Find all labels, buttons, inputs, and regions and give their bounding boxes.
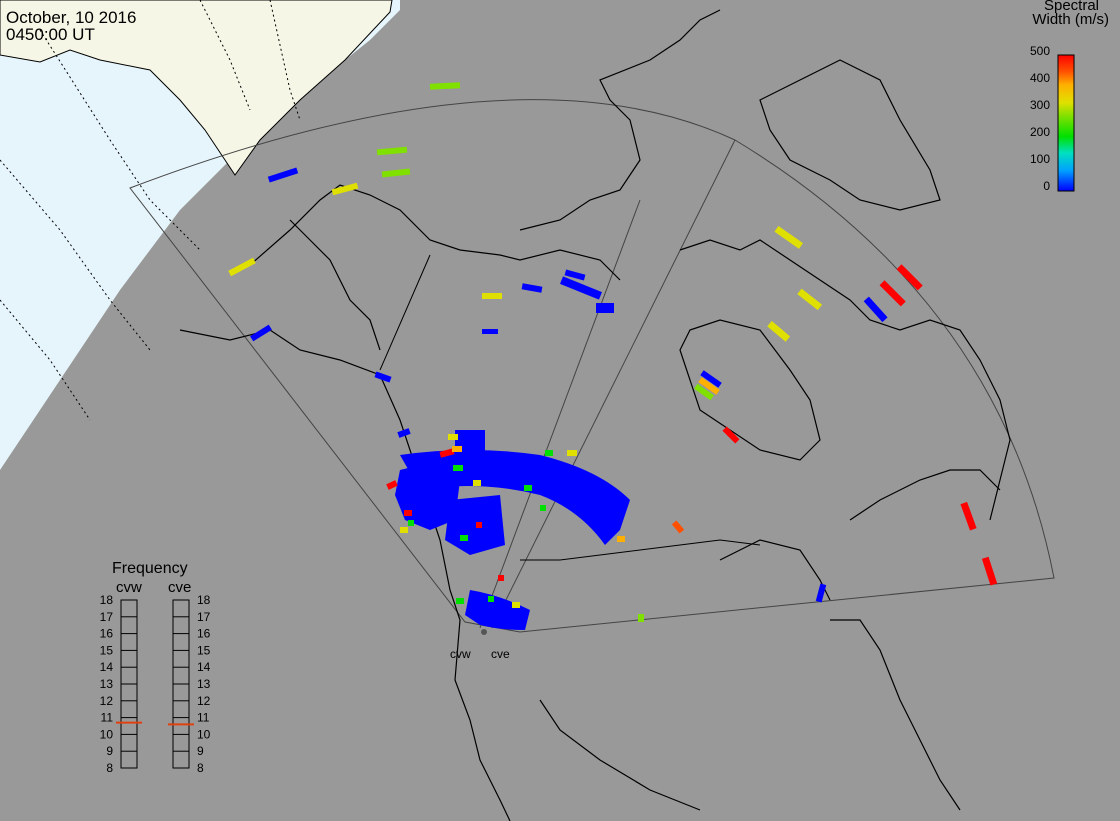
dayside-ocean — [0, 0, 400, 470]
freq-tick-left: 11 — [101, 711, 114, 725]
radar-label-cvw: cvw — [450, 647, 471, 661]
freq-tick-left: 12 — [100, 694, 114, 708]
beam-boundary-1 — [479, 199, 641, 629]
frequency-radar-cve: cve — [168, 579, 192, 596]
frequency-radar-cvw: cvw — [116, 579, 142, 596]
radar-label-cve: cve — [491, 647, 510, 661]
freq-tick-right: 18 — [197, 593, 211, 607]
freq-tick-right: 17 — [197, 610, 211, 624]
freq-tick-right: 13 — [197, 677, 211, 691]
latitude-grid — [0, 0, 301, 421]
colorbar-tick-labels: 500 400 300 200 100 0 — [1030, 44, 1050, 193]
date-label: October, 10 2016 — [6, 8, 137, 27]
colorbar-tick-300: 300 — [1030, 98, 1050, 112]
time-label: 0450:00 UT — [6, 25, 95, 44]
scatter-data — [228, 82, 998, 630]
colorbar-tick-100: 100 — [1030, 152, 1050, 166]
freq-tick-left: 14 — [100, 660, 114, 674]
freq-tick-left: 18 — [100, 593, 114, 607]
political-boundaries — [379, 254, 761, 561]
freq-tick-right: 15 — [197, 643, 211, 657]
freq-tick-right: 12 — [197, 694, 211, 708]
colorbar-tick-200: 200 — [1030, 125, 1050, 139]
colorbar-tick-0: 0 — [1043, 179, 1050, 193]
freq-tick-left: 15 — [100, 643, 114, 657]
freq-tick-left: 17 — [100, 610, 114, 624]
freq-tick-left: 10 — [100, 727, 114, 741]
freq-tick-right: 16 — [197, 627, 211, 641]
freq-tick-left: 13 — [100, 677, 114, 691]
colorbar-gradient — [1057, 54, 1075, 192]
freq-tick-left: 8 — [106, 761, 113, 775]
freq-tick-right: 11 — [197, 711, 210, 725]
frequency-panel: 18 18 17 17 16 16 15 15 14 14 13 13 12 12 11 11 10 10 9 9 8 8 — [100, 593, 211, 775]
colorbar-title-line2: Width (m/s) — [1032, 11, 1109, 28]
radar-site-marker — [481, 629, 487, 635]
colorbar-tick-400: 400 — [1030, 71, 1050, 85]
frequency-title: Frequency — [112, 560, 188, 577]
freq-tick-left: 16 — [100, 627, 114, 641]
colorbar-tick-500: 500 — [1030, 44, 1050, 58]
freq-tick-left: 9 — [106, 744, 113, 758]
freq-tick-right: 10 — [197, 727, 211, 741]
beam-boundary-2 — [491, 139, 736, 629]
freq-tick-right: 14 — [197, 660, 211, 674]
dayside-land — [0, 0, 393, 176]
colorbar-title-line1: Spectral — [1043, 0, 1099, 14]
freq-tick-right: 9 — [197, 744, 204, 758]
coastlines — [179, 9, 1011, 821]
freq-tick-right: 8 — [197, 761, 204, 775]
